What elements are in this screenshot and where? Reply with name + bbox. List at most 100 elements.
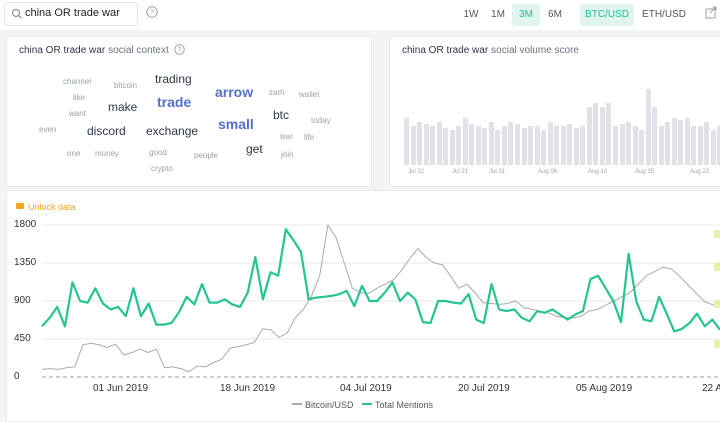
word-cloud-term[interactable]: crypto xyxy=(151,164,173,173)
word-cloud-term[interactable]: people xyxy=(194,151,219,160)
legend-bitcoin[interactable]: Bitcoin/USD xyxy=(292,400,354,410)
volume-bar xyxy=(475,126,481,165)
svg-text:?: ? xyxy=(150,8,154,17)
word-cloud-term[interactable]: wallet xyxy=(299,90,320,99)
word-cloud-term[interactable]: one xyxy=(67,149,81,158)
volume-bar xyxy=(528,126,534,165)
x-tick-label: 22 A xyxy=(702,383,720,394)
word-cloud-term[interactable]: join xyxy=(281,150,294,159)
social-volume-subtitle: social volume score xyxy=(491,45,579,56)
legend-swatch xyxy=(292,403,302,405)
volume-bar xyxy=(665,122,671,165)
volume-bar xyxy=(417,122,423,165)
help-icon[interactable]: ? xyxy=(146,6,158,18)
volume-bar xyxy=(612,126,618,165)
word-cloud-term[interactable]: bitcoin xyxy=(114,81,138,90)
word-cloud-term[interactable]: good xyxy=(149,148,167,157)
unlock-data-link[interactable]: Unlock data xyxy=(16,202,76,212)
social-context-title: china OR trade war social context xyxy=(19,45,169,56)
legend-swatch xyxy=(362,403,372,405)
edge-marker xyxy=(714,263,720,271)
word-cloud-term[interactable]: btc xyxy=(273,108,290,122)
help-icon[interactable]: ? xyxy=(174,44,185,55)
word-cloud-term[interactable]: like xyxy=(73,93,86,102)
x-tick-label: 04 Jul 2019 xyxy=(340,383,392,394)
volume-bar xyxy=(671,118,677,165)
volume-date-label: Aug 22 xyxy=(690,169,710,175)
volume-bar xyxy=(436,122,442,165)
word-cloud-term[interactable]: even xyxy=(39,125,57,134)
volume-bar xyxy=(586,106,592,165)
word-cloud-term[interactable]: arrow xyxy=(215,84,254,100)
word-cloud-term[interactable]: money xyxy=(95,149,120,158)
volume-bar xyxy=(501,126,507,165)
x-tick-label: 01 Jun 2019 xyxy=(93,383,149,394)
word-cloud-term[interactable]: zarh xyxy=(269,88,285,97)
pair-btc-usd-button[interactable]: BTC/USD xyxy=(580,4,634,26)
volume-bar xyxy=(541,129,547,165)
word-cloud-term[interactable]: life xyxy=(304,133,315,142)
volume-bar xyxy=(482,127,488,165)
share-icon[interactable] xyxy=(704,5,718,19)
x-tick-label: 20 Jul 2019 xyxy=(458,383,510,394)
volume-bar xyxy=(567,124,573,165)
timeframe-3m-button[interactable]: 3M xyxy=(512,4,540,26)
svg-text:?: ? xyxy=(178,47,182,54)
volume-bar xyxy=(456,126,462,165)
volume-bar xyxy=(534,126,540,165)
volume-bar xyxy=(658,126,664,165)
social-volume-bars xyxy=(404,87,720,165)
volume-bar xyxy=(704,122,710,165)
word-cloud-term[interactable]: war xyxy=(280,132,293,141)
volume-bar xyxy=(684,118,690,165)
y-tick-label: 450 xyxy=(14,333,31,344)
volume-bar xyxy=(404,118,409,165)
social-context-query: china OR trade war xyxy=(19,45,106,56)
legend-total-mentions[interactable]: Total Mentions xyxy=(362,400,433,410)
word-cloud-term[interactable]: channel xyxy=(63,77,92,86)
timeframe-6m-button[interactable]: 6M xyxy=(548,9,562,20)
lock-icon xyxy=(16,203,24,209)
word-cloud-term[interactable]: make xyxy=(108,100,138,114)
volume-bar xyxy=(410,126,416,165)
volume-bar xyxy=(469,124,475,165)
volume-date-label: Aug 15 xyxy=(635,169,655,175)
social-volume-query: china OR trade war xyxy=(402,45,489,56)
edge-marker xyxy=(714,340,720,348)
timeframe-1m-button[interactable]: 1M xyxy=(491,9,505,20)
volume-bar xyxy=(645,88,651,165)
word-cloud-term[interactable]: want xyxy=(69,109,86,118)
volume-bar xyxy=(449,129,455,165)
volume-bar xyxy=(678,119,684,165)
word-cloud-term[interactable]: get xyxy=(246,142,263,156)
word-cloud-term[interactable]: trading xyxy=(155,72,192,86)
volume-bar xyxy=(580,126,586,165)
volume-date-label: Aug 06 xyxy=(538,169,558,175)
word-cloud-term[interactable]: today xyxy=(311,116,331,125)
pair-eth-usd-button[interactable]: ETH/USD xyxy=(642,9,686,20)
edge-marker xyxy=(714,230,720,238)
word-cloud-term[interactable]: discord xyxy=(87,124,126,138)
volume-bar xyxy=(423,124,429,165)
volume-bar xyxy=(593,102,599,165)
y-tick-label: 900 xyxy=(14,295,31,306)
word-cloud-term[interactable]: exchange xyxy=(146,124,199,138)
social-context-card: china OR trade war social context ? chann… xyxy=(6,36,372,187)
search-input[interactable]: china OR trade war xyxy=(4,2,138,26)
volume-bar xyxy=(691,126,697,165)
x-tick-label: 18 Jun 2019 xyxy=(220,383,276,394)
search-icon xyxy=(11,8,22,19)
social-context-subtitle: social context xyxy=(108,45,169,56)
volume-bar xyxy=(632,126,638,165)
word-cloud-term[interactable]: trade xyxy=(157,94,192,110)
y-tick-label: 1350 xyxy=(14,257,37,268)
volume-bar xyxy=(560,126,566,165)
y-tick-label: 1800 xyxy=(14,219,37,230)
unlock-data-label: Unlock data xyxy=(28,202,76,212)
word-cloud-term[interactable]: small xyxy=(218,116,254,132)
timeframe-1w-button[interactable]: 1W xyxy=(463,9,479,20)
volume-bar xyxy=(639,129,645,165)
legend-label: Bitcoin/USD xyxy=(305,400,354,410)
volume-bar xyxy=(573,127,579,165)
volume-bar xyxy=(430,126,436,165)
